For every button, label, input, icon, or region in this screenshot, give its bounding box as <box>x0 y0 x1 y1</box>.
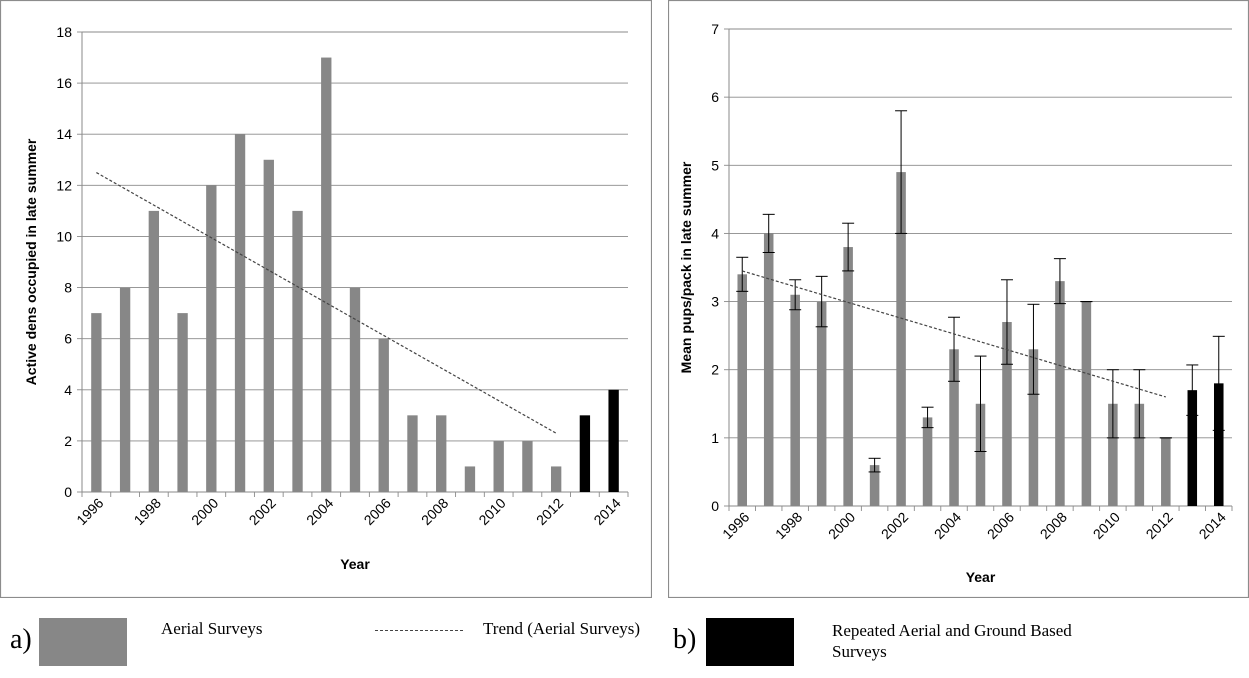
legend-repeated-label: Repeated Aerial and Ground Based Surveys <box>832 621 1072 661</box>
chart-a-bar-2001 <box>234 134 246 492</box>
chart-b-bar-2011 <box>1134 403 1145 506</box>
chart-a-y-axis-title: Active dens occupied in late summer <box>23 138 39 385</box>
chart-a-ytick-label: 8 <box>64 280 72 296</box>
aerial-swatch <box>39 618 127 666</box>
chart-b-bar-2009 <box>1081 301 1092 506</box>
chart-a-bar-1998 <box>148 210 160 492</box>
chart-a-ytick-label: 0 <box>64 484 72 500</box>
chart-a-ytick-label: 4 <box>64 382 72 398</box>
chart-a-bar-1996 <box>91 313 102 492</box>
chart-b-bar-1997 <box>763 233 774 506</box>
legend-trend-label: Trend (Aerial Surveys) <box>483 619 641 638</box>
chart-a-bar-1999 <box>177 313 188 492</box>
chart-a-bar-2010 <box>493 440 504 492</box>
chart-panel-b: 0 1 2 3 4 5 6 7 1996 1998 2000 2002 2004 2006 2008 2010… <box>667 0 1249 599</box>
chart-a-trendline <box>96 172 557 434</box>
chart-b-x-axis-title: Year <box>966 569 996 585</box>
chart-b-bar-2013 <box>1187 390 1198 506</box>
chart-b-ytick-label: 1 <box>711 430 719 446</box>
chart-b-bar-2012 <box>1161 437 1171 506</box>
chart-b-ytick-label: 4 <box>711 225 719 241</box>
chart-a-ytick-label: 16 <box>56 75 72 91</box>
chart-b-ytick-label: 6 <box>711 89 719 105</box>
chart-b-bar-1999 <box>816 301 827 506</box>
chart-b-y-axis-title: Mean pups/pack in late summer <box>678 161 694 373</box>
chart-a-bar-2005 <box>349 287 361 492</box>
chart-a-x-axis-title: Year <box>340 556 370 572</box>
chart-b-bar-2004 <box>949 349 959 506</box>
chart-b-bar-2006 <box>1002 322 1012 506</box>
chart-b-ytick-label: 3 <box>711 294 719 310</box>
legend: a) Aerial Surveys Trend (Aerial Surveys)… <box>0 608 1249 678</box>
legend-aerial-label: Aerial Surveys <box>161 619 263 638</box>
chart-a-bar-2009 <box>464 466 476 492</box>
chart-panel-a: 0 2 4 6 8 10 12 14 16 18 1996 1998 2000 2002 2004 2006 2… <box>0 0 653 599</box>
chart-b-bar-2003 <box>922 417 933 506</box>
chart-b-bar-2008 <box>1055 281 1065 506</box>
chart-b-bar-2005 <box>975 403 986 506</box>
chart-b-bar-2000 <box>843 247 853 507</box>
chart-b-trendline <box>742 270 1166 398</box>
chart-b-bar-1996 <box>737 274 748 506</box>
chart-b-bar-2007 <box>1028 349 1039 506</box>
chart-a-ytick-label: 10 <box>56 228 72 244</box>
chart-a-bar-2007 <box>407 415 418 492</box>
panel-label-a: a) <box>10 624 32 655</box>
repeated-swatch <box>706 618 794 666</box>
chart-b-bar-2002 <box>896 172 906 506</box>
chart-a-bar-2000 <box>206 185 217 493</box>
chart-a-ytick-label: 6 <box>64 331 72 347</box>
chart-a-bar-2011 <box>522 440 533 492</box>
chart-a-bar-2002 <box>263 159 274 492</box>
chart-a-bar-1997 <box>119 287 131 492</box>
chart-a-bar-2014 <box>608 389 619 492</box>
chart-a-bar-2013 <box>579 415 591 492</box>
chart-a-ytick-label: 12 <box>56 177 72 193</box>
chart-b-ytick-label: 5 <box>711 157 719 173</box>
chart-a-bar-2003 <box>292 210 303 492</box>
chart-a-bar-2004 <box>321 57 332 493</box>
chart-b-bar-1998 <box>790 294 800 506</box>
chart-a-bar-2012 <box>550 466 562 492</box>
chart-a-ytick-label: 18 <box>56 24 72 40</box>
chart-b-bar-2001 <box>869 465 880 506</box>
chart-b-ytick-label: 2 <box>711 362 719 378</box>
chart-a-bar-2008 <box>436 415 447 492</box>
chart-a-ytick-label: 2 <box>64 433 72 449</box>
trend-swatch <box>375 630 463 631</box>
panel-label-b: b) <box>673 624 697 655</box>
chart-b-bar-2014 <box>1213 383 1224 506</box>
chart-b-ytick-label: 7 <box>711 21 719 37</box>
chart-a-bar-2006 <box>378 338 389 492</box>
chart-a-ytick-label: 14 <box>56 126 72 142</box>
chart-b-bar-2010 <box>1108 403 1118 506</box>
chart-b-ytick-label: 0 <box>711 498 719 514</box>
